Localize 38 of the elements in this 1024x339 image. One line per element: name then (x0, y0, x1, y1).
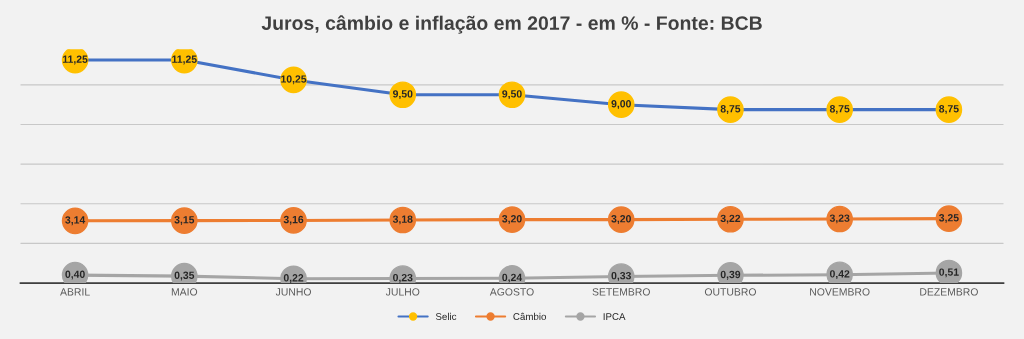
x-tick-label: MAIO (171, 288, 198, 296)
x-tick-label: SETEMBRO (592, 288, 650, 296)
data-label: 9,00 (611, 100, 631, 109)
data-label: 0,35 (174, 271, 195, 281)
x-tick-label: OUTUBRO (704, 288, 756, 296)
data-label: 0,40 (65, 270, 85, 280)
data-label: 9,50 (393, 90, 413, 100)
data-label: 3,23 (829, 214, 850, 224)
data-label: 0,39 (720, 270, 741, 280)
data-label: 0,42 (829, 270, 850, 280)
data-label: 3,15 (174, 216, 195, 225)
data-label: 8,75 (939, 105, 959, 114)
data-label: 3,25 (939, 214, 959, 223)
data-label: 3,18 (392, 215, 413, 225)
data-label: 3,20 (502, 215, 522, 224)
data-label: 8,75 (829, 105, 850, 114)
data-label: 11,25 (63, 55, 88, 65)
data-label: 3,16 (283, 215, 304, 225)
data-label: 3,22 (720, 214, 741, 224)
data-label: 3,20 (611, 215, 631, 224)
data-label: 9,50 (502, 90, 522, 100)
x-tick-label: DEZEMBRO (920, 288, 978, 296)
data-label: 0,33 (611, 271, 631, 281)
legend-label: Selic (435, 312, 457, 321)
x-tick-label: JULHO (385, 288, 420, 296)
x-tick-label: ABRIL (60, 288, 90, 296)
data-label: 3,14 (65, 216, 86, 226)
x-tick-label: NOVEMBRO (810, 288, 870, 296)
x-tick-label: AGOSTO (489, 288, 534, 296)
data-label: 11,25 (172, 55, 197, 65)
data-label: 0,24 (502, 273, 523, 283)
data-label: 8,75 (720, 105, 741, 114)
data-label: 10,25 (281, 75, 307, 85)
chart-title: Juros, câmbio e inflação em 2017 - em % - Fonte: BCB (261, 15, 762, 34)
x-tick-label: JUNHO (275, 288, 311, 296)
legend-label: Câmbio (513, 312, 547, 321)
data-label: 0,51 (939, 268, 959, 278)
legend-label: IPCA (603, 313, 626, 321)
